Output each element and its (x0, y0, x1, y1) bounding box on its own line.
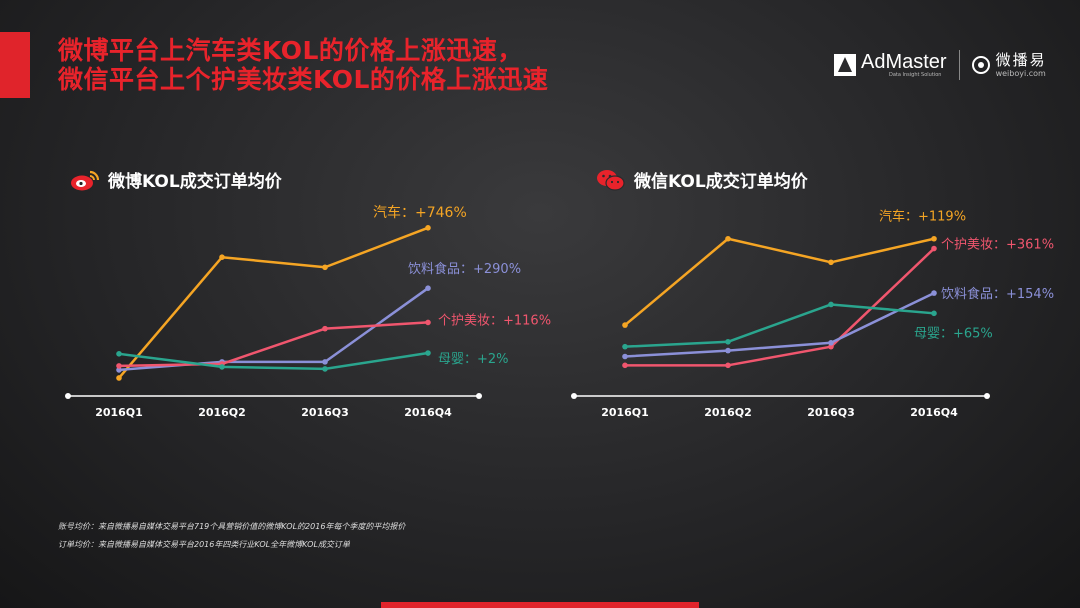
brand-logos: AdMaster Data Insight Solution 微播易 weibo… (834, 50, 1047, 80)
wechat-series-label-auto: 汽车：+119% (879, 209, 966, 225)
footnote-2: 订单均价：来自微播易自媒体交易平台2016年四类行业KOL全年微博KOL成交订单 (58, 540, 350, 549)
weibo-data-point (116, 351, 122, 357)
slide-title-line2: 微信平台上个护美妆类KOL的价格上涨迅速 (58, 65, 549, 94)
wechat-data-point (622, 322, 628, 328)
weibo-axis-start-dot (65, 393, 71, 399)
wechat-data-point (931, 245, 937, 252)
wechat-data-point (725, 347, 731, 354)
weibo-series-line-maternal (118, 351, 429, 371)
weibo-series-line-auto (118, 226, 429, 379)
wechat-series-line-beauty (625, 247, 935, 367)
weibo-axis-end-dot (476, 393, 482, 399)
weibo-series-label-auto: 汽车：+746% (373, 204, 467, 221)
weibo-series-label-beverage: 饮料食品：+290% (408, 261, 521, 277)
weibo-data-point (116, 375, 122, 381)
wechat-data-point (828, 301, 834, 308)
wechat-axis-end-dot (984, 393, 990, 399)
weibo-series-line-beauty (118, 321, 429, 368)
wechat-data-point (828, 343, 834, 350)
weibo-data-point (322, 366, 328, 372)
weibo-tick-label: 2016Q1 (95, 406, 143, 419)
wechat-tick-label: 2016Q2 (704, 406, 752, 419)
wechat-series-line-maternal (624, 303, 935, 348)
logo-divider (958, 50, 960, 80)
weibo-tick-label: 2016Q2 (198, 406, 246, 419)
weibo-data-point (322, 264, 328, 271)
slide-title: 微博平台上汽车类KOL的价格上涨迅速， 微信平台上个护美妆类KOL的价格上涨迅速 (58, 36, 548, 94)
wechat-series-line-auto (624, 237, 935, 327)
admaster-logo-subtext: Data Insight Solution (889, 72, 942, 78)
weibo-series-label-maternal: 母婴：+2% (438, 352, 509, 367)
wechat-series-label-beauty: 个护美妆：+361% (941, 238, 1054, 253)
wechat-series-label-beverage: 饮料食品：+154% (941, 286, 1054, 302)
weibo-data-point (322, 325, 328, 332)
weibo-data-point (116, 363, 122, 369)
wechat-data-point (725, 338, 731, 345)
weibo-icon (71, 170, 100, 190)
weibo-data-point (116, 367, 122, 373)
weibo-data-point (219, 364, 225, 370)
wechat-chart: 2016Q1 2016Q2 2016Q3 2016Q4 汽车：+119% 个护美妆：+36… (571, 209, 1054, 419)
weiboyi-logo-icon (971, 56, 990, 74)
accent-bar (0, 32, 30, 98)
slide-title-line1: 微博平台上汽车类KOL的价格上涨迅速， (58, 36, 523, 65)
wechat-chart-title-text: 微信KOL成交订单均价 (634, 172, 808, 192)
wechat-data-point (931, 290, 937, 296)
weibo-series-label-beauty: 个护美妆：+116% (438, 313, 551, 328)
weibo-chart: 2016Q1 2016Q2 2016Q3 2016Q4 汽车：+746% 饮料食品：+29… (65, 204, 551, 419)
weibo-series-line-beverage (118, 287, 429, 372)
wechat-data-point (931, 235, 937, 242)
wechat-data-point (828, 259, 834, 266)
weibo-data-point (425, 225, 431, 231)
bottom-accent-bar (381, 602, 699, 608)
wechat-data-point (622, 353, 628, 360)
wechat-data-point (931, 310, 937, 317)
wechat-series-line-beverage (624, 291, 935, 358)
weibo-tick-label: 2016Q4 (404, 406, 452, 419)
weibo-tick-label: 2016Q3 (301, 406, 349, 419)
weibo-data-point (425, 350, 431, 356)
weibo-chart-title: 微博KOL成交订单均价 (70, 167, 282, 192)
wechat-data-point (622, 343, 628, 350)
weibo-data-point (322, 359, 328, 365)
wechat-icon (597, 169, 625, 191)
wechat-data-point (622, 362, 628, 369)
wechat-series-label-maternal: 母婴：+65% (914, 326, 993, 341)
wechat-tick-label: 2016Q3 (807, 406, 855, 419)
wechat-axis-start-dot (571, 393, 577, 399)
weibo-data-point (425, 319, 431, 326)
admaster-logo-text: AdMaster (861, 51, 947, 73)
weiboyi-logo-url: weiboyi.com (995, 68, 1046, 78)
weiboyi-logo-text: 微播易 (995, 50, 1047, 69)
wechat-tick-label: 2016Q1 (601, 406, 649, 419)
weibo-data-point (219, 254, 225, 261)
weibo-data-point (425, 285, 431, 292)
wechat-data-point (828, 339, 834, 346)
wechat-data-point (725, 235, 731, 242)
footnote-1: 账号均价：来自微播易自媒体交易平台719个具营销价值的微博KOL的2016年每个… (58, 522, 406, 531)
admaster-logo-icon (834, 54, 856, 76)
weibo-chart-title-text: 微博KOL成交订单均价 (108, 172, 282, 192)
wechat-tick-label: 2016Q4 (910, 406, 958, 419)
wechat-data-point (725, 362, 731, 369)
wechat-chart-title: 微信KOL成交订单均价 (596, 167, 808, 192)
